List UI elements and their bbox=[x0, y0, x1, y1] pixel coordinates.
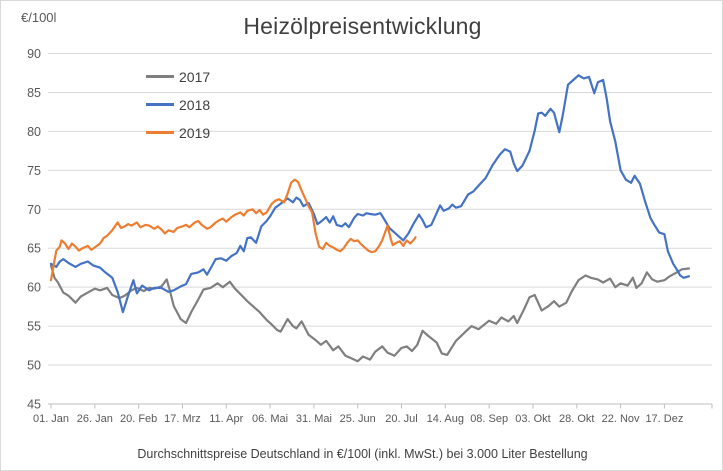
x-tick-label: 17. Mrz bbox=[164, 413, 201, 425]
x-tick-label: 20. Feb bbox=[120, 413, 157, 425]
y-tick-label-50: 50 bbox=[27, 359, 41, 373]
x-tick-label: 06. Mai bbox=[252, 413, 288, 425]
x-tick-label: 08. Sep bbox=[470, 413, 508, 425]
legend-label-2019: 2019 bbox=[179, 124, 211, 141]
legend-label-2017: 2017 bbox=[179, 68, 211, 85]
legend-item-2018: 2018 bbox=[146, 95, 210, 114]
y-tick-label-65: 65 bbox=[27, 242, 41, 256]
series-2017-line bbox=[49, 264, 691, 363]
series-2018-line bbox=[49, 74, 691, 314]
y-tick-label-60: 60 bbox=[27, 281, 41, 295]
chart-caption: Durchschnittspreise Deutschland in €/100… bbox=[137, 447, 588, 461]
legend-label-2018: 2018 bbox=[179, 96, 211, 113]
y-tick-label-45: 45 bbox=[27, 398, 41, 412]
chart-title: Heizölpreisentwicklung bbox=[243, 13, 482, 39]
x-tick-label: 14. Aug bbox=[427, 413, 464, 425]
y-tick-label-90: 90 bbox=[27, 47, 41, 61]
x-tick-label: 20. Jul bbox=[385, 413, 417, 425]
x-tick-label: 01. Jan bbox=[33, 413, 69, 425]
legend-swatch-2018 bbox=[146, 103, 174, 106]
legend-swatch-2019 bbox=[146, 131, 174, 134]
y-tick-label-85: 85 bbox=[27, 86, 41, 100]
chart-legend: 2017 2018 2019 bbox=[146, 67, 210, 142]
x-tick-label: 28. Okt bbox=[559, 413, 594, 425]
x-tick-label: 25. Jun bbox=[340, 413, 376, 425]
legend-swatch-2017 bbox=[146, 75, 174, 78]
x-tick-label: 03. Okt bbox=[515, 413, 550, 425]
legend-item-2017: 2017 bbox=[146, 67, 210, 86]
y-axis-unit-label: €/100l bbox=[21, 10, 57, 25]
x-tick-label: 17. Dez bbox=[645, 413, 683, 425]
y-tick-label-55: 55 bbox=[27, 320, 41, 334]
y-tick-label-70: 70 bbox=[27, 203, 41, 217]
x-tick-label: 11. Apr bbox=[209, 413, 243, 425]
y-tick-label-80: 80 bbox=[27, 125, 41, 139]
series-2019-line bbox=[49, 178, 417, 282]
legend-item-2019: 2019 bbox=[146, 123, 210, 142]
x-tick-label: 22. Nov bbox=[602, 413, 640, 425]
x-tick-label: 31. Mai bbox=[296, 413, 332, 425]
x-tick-label: 26. Jan bbox=[77, 413, 113, 425]
y-tick-label-75: 75 bbox=[27, 164, 41, 178]
